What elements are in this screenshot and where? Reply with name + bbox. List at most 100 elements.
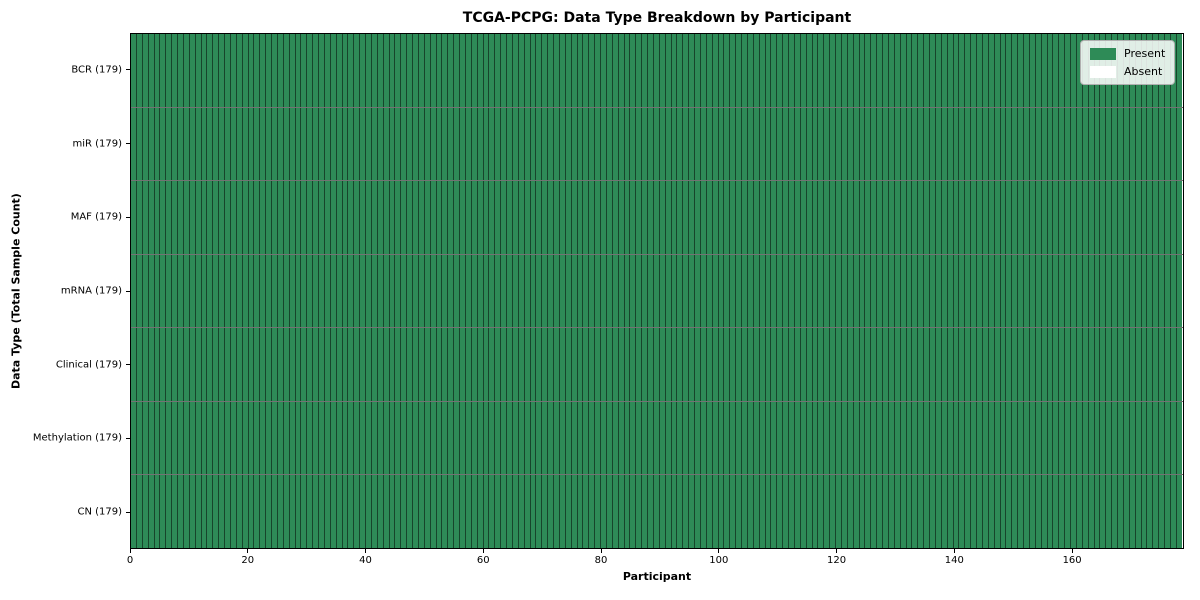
y-tick-label: BCR (179): [71, 64, 122, 76]
heatmap-cell: [1112, 254, 1118, 328]
heatmap-cell: [313, 181, 319, 254]
heatmap-cell: [530, 181, 537, 254]
heatmap-cell: [883, 34, 889, 107]
heatmap-cell: [871, 181, 878, 254]
heatmap-cell: [665, 328, 672, 401]
heatmap-cell: [1153, 254, 1160, 328]
heatmap-cell: [418, 181, 425, 254]
heatmap-cell: [289, 475, 296, 549]
heatmap-cell: [471, 254, 478, 328]
heatmap-cell: [559, 328, 566, 401]
heatmap-cell: [195, 34, 202, 107]
heatmap-cell: [595, 34, 601, 107]
heatmap-cell: [642, 181, 648, 254]
heatmap-cell: [971, 401, 977, 475]
heatmap-cell: [730, 181, 737, 254]
heatmap-cell: [742, 328, 748, 401]
heatmap-cell: [1123, 254, 1130, 328]
heatmap-cell: [277, 401, 284, 475]
heatmap-cell: [847, 328, 854, 401]
heatmap-cell: [612, 401, 619, 475]
heatmap-cell: [1147, 254, 1154, 328]
heatmap-cell: [266, 34, 272, 107]
heatmap-cell: [395, 475, 402, 549]
heatmap-cell: [700, 475, 707, 549]
heatmap-cell: [695, 181, 701, 254]
heatmap-cell: [230, 475, 237, 549]
heatmap-cell: [941, 254, 948, 328]
heatmap-cell: [853, 401, 860, 475]
heatmap-cell: [1112, 181, 1118, 254]
heatmap-cell: [319, 254, 325, 328]
heatmap-cell: [471, 475, 478, 549]
heatmap-cell: [178, 181, 184, 254]
heatmap-cell: [653, 475, 660, 549]
heatmap-cell: [324, 401, 331, 475]
heatmap-cell: [753, 475, 760, 549]
heatmap-cell: [706, 181, 713, 254]
heatmap-cell: [888, 328, 895, 401]
heatmap-cell: [1006, 34, 1013, 107]
heatmap-cell: [1053, 254, 1060, 328]
heatmap-cell: [1100, 254, 1107, 328]
heatmap-cell: [789, 34, 795, 107]
heatmap-cell: [348, 181, 355, 254]
x-tick-mark: [129, 549, 131, 553]
heatmap-cell: [559, 181, 566, 254]
heatmap-cell: [906, 401, 913, 475]
heatmap-cell: [413, 107, 419, 181]
heatmap-cell: [577, 254, 584, 328]
heatmap-cell: [724, 107, 731, 181]
heatmap-cell: [377, 328, 384, 401]
heatmap-cell: [730, 401, 737, 475]
heatmap-cell: [559, 401, 566, 475]
heatmap-cell: [994, 254, 1001, 328]
heatmap-cell: [577, 401, 584, 475]
heatmap-cell: [371, 107, 378, 181]
heatmap-cell: [794, 34, 801, 107]
legend-label: Absent: [1124, 65, 1163, 78]
heatmap-cell: [336, 254, 343, 328]
heatmap-cell: [1106, 475, 1113, 549]
heatmap-cell: [753, 181, 760, 254]
heatmap-cell: [624, 254, 631, 328]
heatmap-cell: [571, 181, 578, 254]
heatmap-cell: [994, 475, 1001, 549]
heatmap-cell: [301, 107, 308, 181]
heatmap-cell: [888, 401, 895, 475]
heatmap-cell: [1135, 181, 1142, 254]
heatmap-cell: [554, 181, 560, 254]
heatmap-cell: [1094, 475, 1101, 549]
heatmap-cell: [542, 254, 549, 328]
heatmap-cell: [395, 328, 402, 401]
heatmap-cell: [1141, 181, 1148, 254]
heatmap-cell: [1071, 401, 1077, 475]
chart-title: TCGA-PCPG: Data Type Breakdown by Partic…: [462, 10, 852, 26]
heatmap-cell: [377, 401, 384, 475]
heatmap-cell: [1165, 181, 1171, 254]
heatmap-cell: [524, 34, 531, 107]
heatmap-cell: [1147, 107, 1154, 181]
heatmap-cell: [636, 34, 643, 107]
heatmap-cell: [548, 107, 554, 181]
heatmap-cell: [677, 107, 684, 181]
heatmap-cell: [601, 328, 607, 401]
heatmap-cell: [771, 34, 778, 107]
heatmap-cell: [941, 401, 948, 475]
heatmap-cell: [559, 254, 566, 328]
heatmap-cell: [1071, 328, 1077, 401]
heatmap-cell: [812, 181, 819, 254]
heatmap-cell: [324, 475, 331, 549]
heatmap-cell: [413, 181, 419, 254]
heatmap-cell: [348, 107, 355, 181]
heatmap-cell: [871, 34, 878, 107]
heatmap-cell: [589, 475, 596, 549]
heatmap-cell: [401, 254, 408, 328]
heatmap-cell: [377, 107, 384, 181]
heatmap-cell: [418, 401, 425, 475]
heatmap-cell: [847, 34, 854, 107]
heatmap-cell: [154, 107, 161, 181]
heatmap-cell: [947, 34, 954, 107]
heatmap-cell: [1100, 401, 1107, 475]
heatmap-cell: [225, 475, 231, 549]
